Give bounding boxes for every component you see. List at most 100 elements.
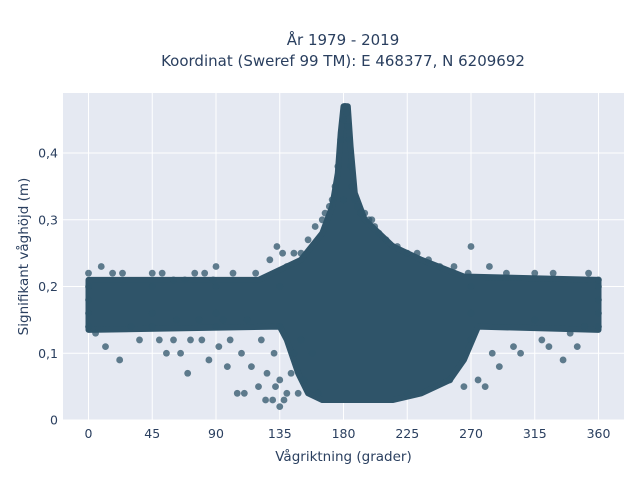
data-point bbox=[276, 376, 284, 384]
data-point bbox=[280, 396, 288, 404]
data-point bbox=[283, 263, 291, 270]
data-point bbox=[311, 223, 319, 230]
data-point bbox=[136, 336, 143, 344]
data-point bbox=[177, 349, 184, 357]
data-point bbox=[181, 276, 189, 284]
x-tick-label: 315 bbox=[523, 426, 547, 441]
x-tick-label: 90 bbox=[208, 426, 224, 441]
data-point bbox=[85, 323, 92, 330]
data-point bbox=[148, 323, 156, 330]
data-point bbox=[595, 283, 602, 290]
x-tick-label: 180 bbox=[332, 426, 356, 441]
data-point bbox=[446, 376, 454, 384]
chart-subtitle: Koordinat (Sweref 99 TM): E 468377, N 62… bbox=[161, 52, 525, 70]
data-point bbox=[413, 249, 421, 257]
data-point bbox=[238, 349, 245, 357]
data-point bbox=[382, 236, 390, 244]
data-point bbox=[559, 356, 567, 364]
data-point bbox=[198, 336, 206, 344]
y-axis-title: Signifikant våghöjd (m) bbox=[15, 178, 32, 336]
data-point bbox=[375, 229, 383, 237]
data-point bbox=[595, 276, 602, 284]
x-tick-label: 135 bbox=[268, 426, 292, 441]
data-point bbox=[85, 296, 92, 304]
x-axis-ticks: 0 45 90 135 180 225 270 315 360 bbox=[85, 426, 611, 441]
data-point bbox=[184, 369, 192, 377]
data-points bbox=[85, 102, 602, 411]
data-point bbox=[109, 269, 116, 277]
x-tick-label: 225 bbox=[395, 426, 419, 441]
data-point bbox=[248, 363, 255, 371]
data-point bbox=[393, 243, 401, 250]
data-point bbox=[517, 349, 524, 357]
data-point bbox=[573, 343, 581, 350]
data-point bbox=[464, 269, 472, 277]
data-point bbox=[467, 243, 475, 250]
data-point bbox=[297, 336, 305, 344]
y-tick-label: 0 bbox=[50, 413, 58, 428]
data-point bbox=[436, 263, 444, 270]
data-point bbox=[290, 249, 298, 257]
data-point bbox=[283, 389, 291, 397]
y-tick-label: 0,2 bbox=[38, 279, 58, 294]
data-point bbox=[191, 269, 199, 277]
data-point bbox=[347, 163, 354, 170]
data-point bbox=[566, 329, 574, 337]
data-point bbox=[233, 389, 241, 397]
data-point bbox=[334, 163, 342, 170]
data-point bbox=[328, 196, 336, 204]
y-tick-label: 0,3 bbox=[38, 212, 58, 227]
data-point bbox=[450, 263, 458, 270]
data-point bbox=[255, 383, 262, 391]
data-point bbox=[127, 323, 135, 330]
data-point bbox=[425, 256, 432, 264]
data-point bbox=[474, 376, 482, 384]
data-point bbox=[229, 269, 237, 277]
data-point bbox=[97, 263, 105, 270]
data-point bbox=[488, 349, 496, 357]
data-point bbox=[340, 116, 347, 124]
data-point bbox=[318, 216, 326, 224]
data-point bbox=[538, 336, 546, 344]
data-point bbox=[510, 343, 517, 350]
chart-title: År 1979 - 2019 bbox=[287, 30, 400, 49]
data-point bbox=[262, 396, 269, 404]
data-point bbox=[252, 269, 260, 277]
data-point bbox=[342, 109, 350, 117]
data-point bbox=[270, 349, 278, 357]
data-point bbox=[308, 349, 316, 357]
data-point bbox=[273, 243, 281, 250]
data-point bbox=[212, 309, 220, 317]
data-point bbox=[580, 323, 588, 330]
data-point bbox=[361, 209, 369, 217]
data-point bbox=[287, 369, 295, 377]
data-point bbox=[266, 256, 274, 264]
data-point bbox=[403, 389, 411, 397]
data-point bbox=[545, 343, 553, 350]
data-point bbox=[344, 122, 352, 130]
data-point bbox=[595, 323, 602, 330]
data-point bbox=[325, 203, 333, 210]
data-point bbox=[209, 276, 217, 284]
data-point bbox=[212, 323, 220, 330]
data-point bbox=[403, 249, 411, 257]
data-point bbox=[172, 316, 180, 324]
data-point bbox=[219, 316, 227, 324]
data-point bbox=[503, 269, 510, 277]
data-point bbox=[460, 383, 468, 391]
data-point bbox=[340, 196, 347, 204]
data-point bbox=[279, 249, 286, 257]
data-point bbox=[321, 209, 329, 217]
data-point bbox=[467, 336, 475, 344]
data-point bbox=[163, 349, 170, 357]
data-point bbox=[85, 283, 92, 290]
data-point bbox=[212, 263, 220, 270]
data-point bbox=[243, 316, 251, 324]
data-point bbox=[257, 336, 265, 344]
data-point bbox=[304, 236, 312, 244]
data-point bbox=[102, 343, 109, 350]
data-point bbox=[148, 269, 156, 277]
data-point bbox=[297, 249, 305, 257]
data-point bbox=[486, 263, 493, 270]
